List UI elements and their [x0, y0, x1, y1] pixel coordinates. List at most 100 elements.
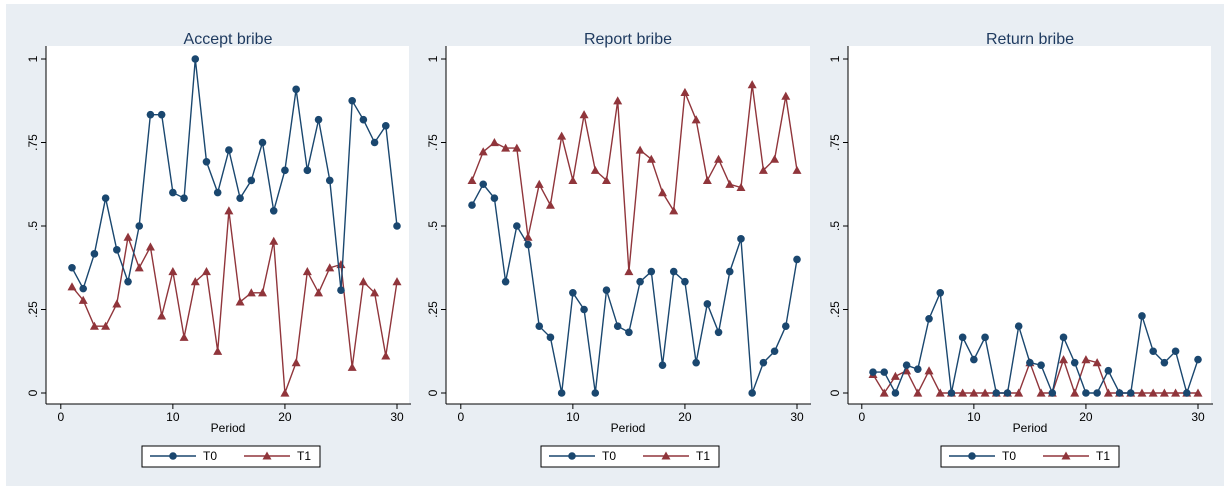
- point-t0: [236, 194, 244, 202]
- legend-box: [940, 445, 1120, 468]
- point-t0: [1138, 312, 1146, 320]
- point-t1: [792, 165, 802, 174]
- point-t0: [513, 222, 521, 230]
- x-axis-label: Period: [211, 421, 246, 435]
- x-tick-label: 20: [278, 410, 292, 424]
- point-t1: [1103, 388, 1113, 397]
- point-t0: [337, 286, 345, 295]
- point-t0: [225, 146, 233, 154]
- x-tick-label: 20: [1079, 410, 1093, 424]
- legend-label-t1: T1: [1096, 449, 1110, 463]
- point-t0: [370, 138, 379, 147]
- point-t1: [1137, 388, 1147, 397]
- point-t0: [925, 314, 933, 323]
- point-t1: [280, 388, 290, 397]
- point-t0: [1126, 389, 1135, 397]
- point-t0: [1194, 355, 1202, 364]
- point-t1: [246, 288, 256, 297]
- point-t0: [501, 277, 510, 286]
- series-line-t0: [71, 58, 398, 291]
- point-t0: [681, 277, 689, 286]
- point-t0: [958, 333, 967, 342]
- x-tick-label: 20: [678, 410, 692, 424]
- point-t1: [890, 371, 900, 380]
- point-t1: [635, 145, 645, 154]
- point-t0: [793, 255, 801, 264]
- panel-title: Report bribe: [584, 31, 672, 48]
- point-t1: [725, 179, 735, 188]
- point-t0: [281, 166, 289, 175]
- y-tick-label: .5: [26, 221, 40, 231]
- x-tick-label: 10: [166, 410, 180, 424]
- point-t0: [992, 389, 1001, 397]
- point-t1: [134, 263, 144, 272]
- point-t1: [325, 263, 335, 272]
- point-t0: [781, 322, 790, 331]
- point-t1: [314, 288, 324, 297]
- point-t0: [1093, 389, 1101, 397]
- point-t0: [191, 55, 200, 63]
- point-t0: [569, 289, 577, 297]
- point-t0: [68, 263, 76, 272]
- point-t0: [1149, 347, 1157, 356]
- point-t0: [557, 389, 566, 397]
- point-t1: [1081, 355, 1091, 364]
- y-tick-label: .25: [426, 301, 440, 318]
- x-tick-label: 30: [790, 410, 804, 424]
- point-t1: [112, 299, 122, 308]
- point-t0: [947, 389, 956, 397]
- point-t1: [168, 267, 178, 276]
- legend-box: [141, 445, 321, 468]
- y-tick-label: .5: [828, 221, 842, 231]
- point-t0: [1026, 358, 1034, 367]
- point-t0: [1059, 333, 1068, 342]
- point-t1: [545, 200, 555, 209]
- point-t1: [935, 388, 945, 397]
- point-t1: [680, 87, 690, 96]
- point-t1: [913, 388, 923, 397]
- y-tick-label: 1: [426, 55, 440, 62]
- point-t0: [737, 235, 745, 243]
- point-t1: [747, 80, 757, 89]
- point-t0: [468, 201, 476, 209]
- point-t1: [478, 147, 488, 156]
- point-t0: [169, 188, 177, 197]
- point-t1: [213, 346, 223, 355]
- point-t0: [1003, 389, 1012, 397]
- point-t1: [523, 232, 533, 241]
- point-t0: [748, 389, 756, 397]
- point-t0: [891, 389, 900, 397]
- point-t0: [348, 96, 356, 105]
- point-t0: [625, 328, 633, 337]
- x-tick-label: 30: [390, 410, 404, 424]
- point-t1: [358, 277, 368, 286]
- point-t1: [736, 182, 746, 192]
- point-t0: [703, 300, 712, 308]
- y-tick-label: .25: [26, 301, 40, 318]
- point-t0: [135, 222, 144, 230]
- x-tick-label: 0: [858, 410, 865, 424]
- point-t1: [1148, 388, 1158, 397]
- point-t1: [980, 388, 990, 397]
- point-t0: [1182, 389, 1191, 397]
- legend-box: [540, 445, 720, 468]
- y-tick-label: .25: [828, 301, 842, 318]
- point-t0: [1082, 389, 1090, 397]
- x-axis-label: Period: [1013, 421, 1048, 435]
- point-t0: [524, 240, 532, 249]
- x-tick-label: 0: [57, 410, 64, 424]
- point-t0: [101, 194, 110, 202]
- point-t0: [647, 267, 656, 276]
- y-tick-label: 1: [26, 55, 40, 62]
- point-t0: [1048, 389, 1057, 397]
- x-tick-label: 10: [566, 410, 580, 424]
- point-t0: [759, 358, 768, 367]
- x-tick-label: 10: [967, 410, 981, 424]
- point-t0: [535, 322, 544, 331]
- series-line-t0: [873, 290, 1199, 396]
- point-t1: [1193, 388, 1203, 397]
